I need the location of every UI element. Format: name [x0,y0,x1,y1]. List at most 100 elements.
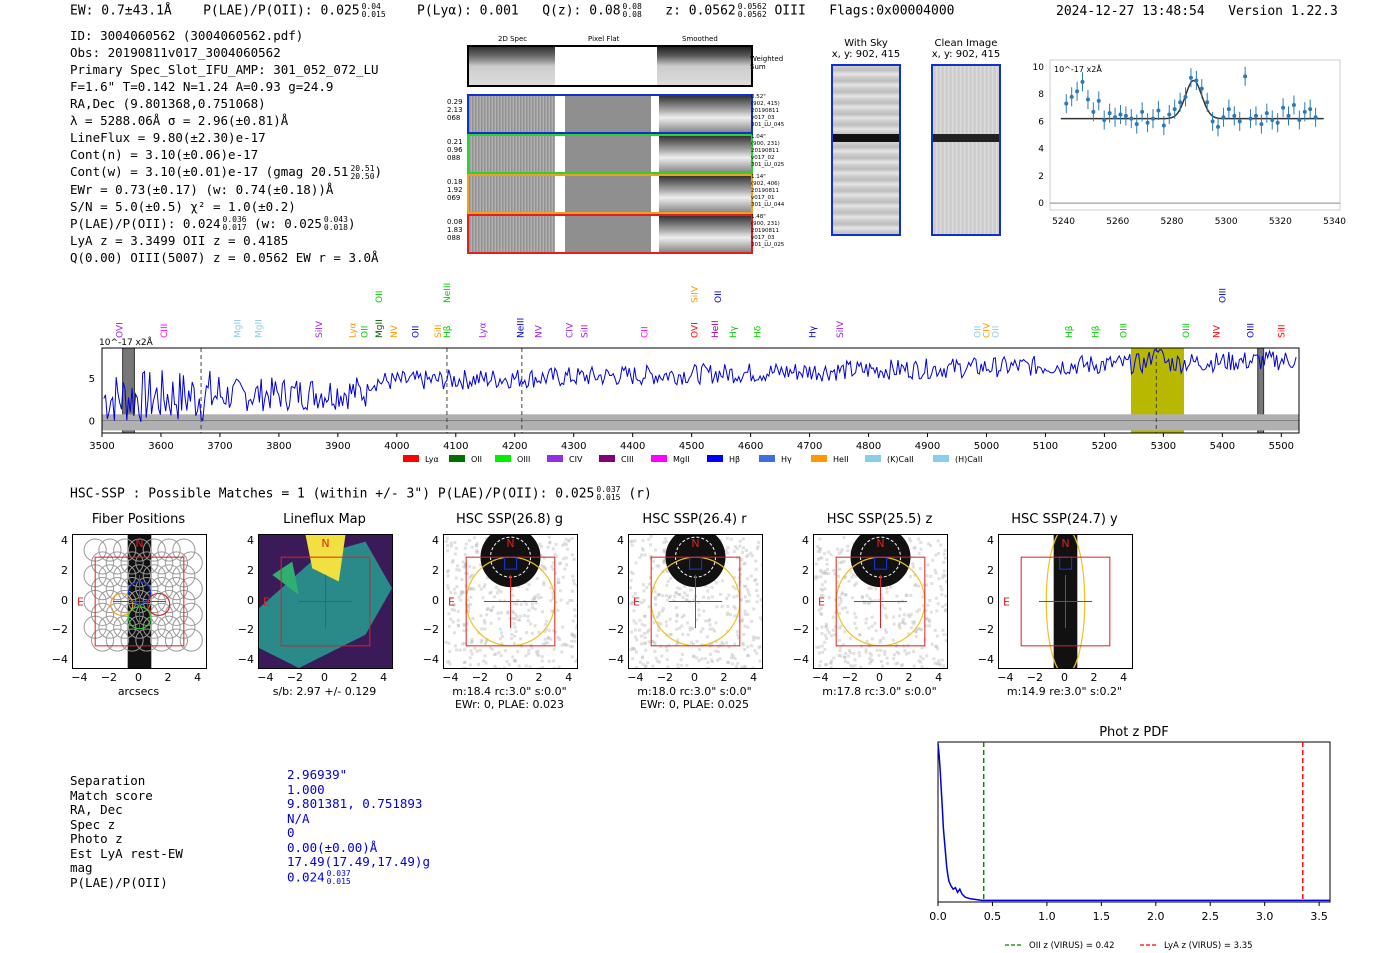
panel-noise [657,593,661,597]
panel-noise [732,576,736,580]
spectrum-xtick-label: 3600 [148,441,173,452]
panel-noise [861,595,865,599]
panel-noise [754,559,758,563]
panel-noise [489,608,493,612]
panel-noise [662,561,666,565]
panel-noise [641,583,645,587]
hsc-end: (r) [628,486,652,502]
panel-noise [553,666,557,668]
panel-noise [820,650,824,654]
panel-noise [479,614,483,618]
panel-noise [629,540,633,544]
panel-noise [503,649,507,653]
panel-noise [742,584,746,588]
pdf-title: Phot z PDF [1099,725,1169,740]
panel-ytick-label: 4 [247,534,254,548]
panel-noise [459,598,463,602]
spectrum-line-label: SiII [434,324,444,338]
panel-noise [471,616,475,620]
panel-noise [573,608,577,612]
panel-noise [652,586,656,590]
fiber-circle [179,551,203,575]
panel-noise [929,610,933,614]
panel-noise [823,633,827,637]
match-value: 0.024 0.037 0.015 [287,868,351,886]
panel-noise [901,620,905,624]
panel-noise [472,566,476,570]
hsc-hi: 0.037 [596,485,621,494]
legend-swatch [865,455,881,462]
panel-noise [733,607,737,611]
match-value: 17.49(17.49,17.49)g [287,854,430,869]
panel-noise [633,539,637,543]
panel-noise [475,649,479,653]
panel-noise [700,657,704,661]
panel-noise [720,579,724,583]
panel-noise [839,654,843,658]
panel-xtick-label: 4 [194,671,202,684]
panel-caption: m:14.9 re:3.0" s:0.2" [1006,685,1123,698]
panel-noise [908,615,912,619]
panel-noise [853,663,857,667]
panel-noise [664,594,668,598]
panel-noise [691,627,695,631]
panel-noise [473,646,477,650]
panel-noise [819,611,823,615]
panel-noise [929,574,933,578]
panel-noise [906,613,910,617]
panel-noise [664,540,668,544]
info-primary: Primary Spec_Slot_IFU_AMP: 301_052_072_L… [70,62,379,77]
zoom-point [1210,119,1215,124]
panel-noise [937,659,941,663]
panel-noise [696,600,700,604]
panel-noise [883,628,887,632]
panel-noise [741,546,745,550]
spectrum-line-label-text: SiII [1277,324,1287,338]
panel-xtick-label: 0 [506,671,513,684]
panel-noise [450,560,454,564]
panel-noise [753,579,757,583]
pdf-xtick-label: 1.0 [1038,910,1056,923]
panel-noise [917,537,921,541]
panel-noise [498,599,502,603]
panel-noise [468,656,472,660]
panel-noise [704,584,708,588]
cutout-smooth [659,176,751,212]
panel-noise [920,665,924,668]
panel-noise [534,594,538,598]
match-values: 2.96939" 1.000 9.801381, 0.751893 N/A 0 0.00(… [287,767,430,886]
panel-noise [463,552,467,556]
panel-noise [874,629,878,633]
panel-title: HSC SSP(24.7) y [1011,512,1118,527]
panel-red-box [835,556,926,647]
panel-noise [743,612,747,616]
header-qz-hi: 0.08 [622,2,642,11]
zoom-unit-label: 10^-17 x2Å [1054,63,1102,74]
spectrum-upper-label-text: NeIII [443,283,453,303]
panel-source [850,535,911,588]
zoom-ytick-label: 4 [1038,145,1044,155]
panel-noise [823,587,827,591]
panel-noise [656,593,660,597]
panel-red-box [465,556,556,647]
panel-noise [456,624,460,628]
panel-noise [927,542,931,546]
panel-noise [675,619,679,623]
panel-ytick-label: −2 [607,623,624,637]
fiber-circle [157,564,181,588]
with-sky-trace [833,134,899,142]
panel-noise [546,545,550,549]
fiber-circle [90,628,115,652]
panel-noise [476,662,480,666]
panel-noise [868,597,872,601]
panel-noise [910,626,914,630]
panel-noise [638,618,642,622]
panel-noise [838,626,842,630]
panel-noise [895,650,899,654]
panel-noise [907,632,911,636]
panel-noise [575,623,577,627]
spectrum-xtick-label: 4800 [856,441,881,452]
panel-noise [908,537,912,541]
panel-noise [710,585,714,589]
